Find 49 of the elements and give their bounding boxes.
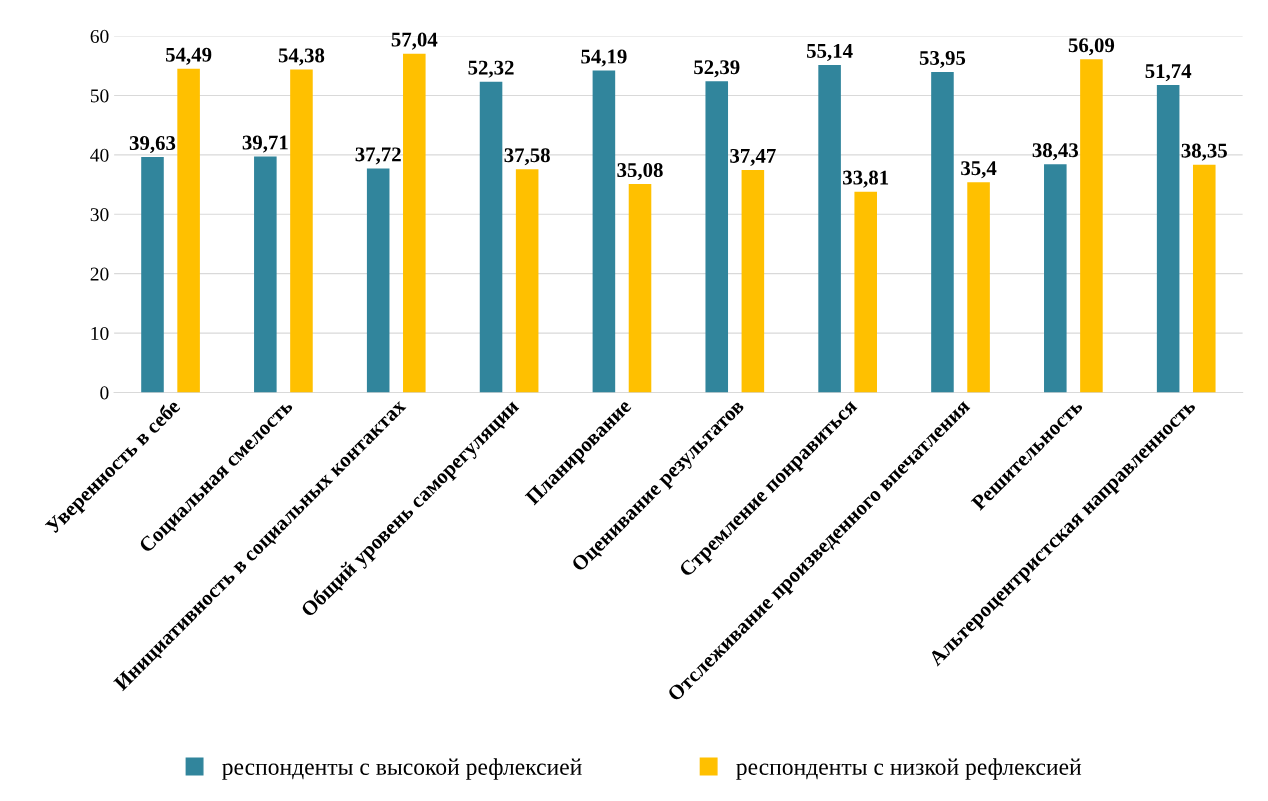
data-label: 38,43	[1032, 143, 1079, 161]
bar	[254, 156, 277, 393]
bar	[141, 157, 164, 393]
data-label: 38,35	[1181, 143, 1227, 161]
data-label: 37,72	[355, 147, 401, 165]
bar	[1044, 164, 1067, 393]
bar	[592, 70, 616, 393]
data-label: 51,74	[1145, 64, 1192, 82]
bar	[479, 81, 503, 393]
bar	[818, 64, 841, 393]
data-label: 54,49	[166, 47, 212, 65]
data-label: 57,04	[391, 32, 438, 50]
data-label: 55,14	[807, 43, 853, 61]
bar	[931, 71, 954, 393]
data-label: 39,63	[129, 136, 176, 154]
bar	[705, 81, 729, 393]
data-label: 37,58	[504, 148, 550, 166]
data-label: 56,09	[1068, 38, 1115, 56]
data-label: 39,71	[242, 135, 288, 153]
bar	[366, 168, 390, 393]
bar	[177, 68, 200, 393]
y-tick-label: 40	[90, 148, 109, 162]
bar	[1156, 85, 1180, 393]
y-tick-label: 0	[100, 386, 109, 400]
legend-label: респонденты с высокой рефлексией	[222, 758, 582, 780]
legend-label: респонденты с низкой рефлексией	[736, 758, 1082, 780]
data-label: 52,39	[694, 60, 740, 78]
y-tick-label: 10	[91, 326, 109, 341]
data-label: 35,08	[617, 163, 663, 181]
bar	[1192, 164, 1216, 393]
data-label: 35,4	[961, 161, 997, 179]
bar	[854, 191, 877, 393]
y-tick-label: 20	[90, 267, 109, 281]
data-label: 54,38	[278, 48, 325, 66]
bar	[1080, 59, 1103, 393]
data-label: 37,47	[730, 148, 776, 166]
bar	[403, 53, 426, 393]
bar	[515, 169, 539, 393]
data-label: 53,95	[919, 50, 966, 68]
bar	[741, 169, 765, 393]
y-tick-label: 30	[90, 208, 109, 222]
bar	[290, 69, 313, 393]
data-label: 52,32	[468, 60, 514, 78]
bar	[967, 182, 990, 393]
bar	[628, 184, 652, 393]
y-tick-label: 60	[90, 29, 109, 43]
data-label: 54,19	[581, 49, 627, 67]
data-label: 33,81	[843, 170, 889, 188]
y-tick-label: 50	[90, 89, 109, 103]
